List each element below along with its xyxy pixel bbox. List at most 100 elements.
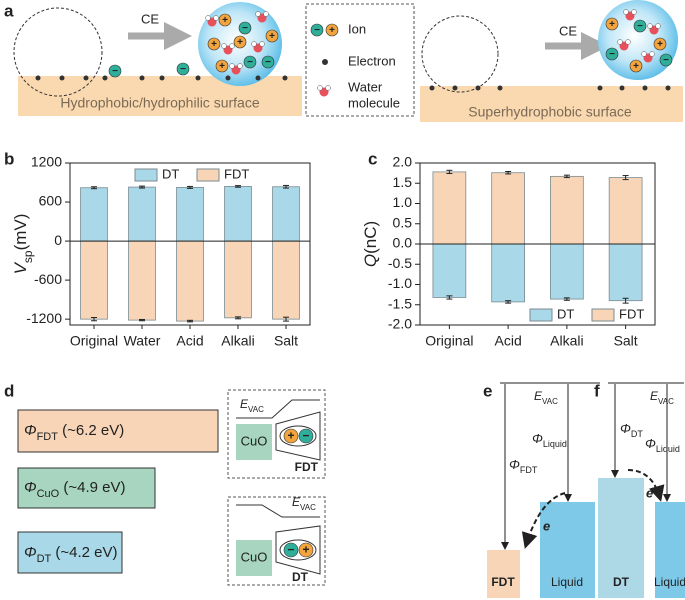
legend-text: molecule — [348, 95, 400, 110]
water — [221, 43, 227, 49]
charge — [283, 542, 299, 558]
symbol-label: EVAC — [292, 495, 316, 511]
error-bar — [139, 185, 145, 189]
bar — [224, 186, 252, 242]
error-bar — [91, 186, 97, 190]
y-tick-label: 0.5 — [393, 214, 413, 230]
y-tick-label: 1.0 — [393, 194, 413, 210]
water — [213, 15, 219, 21]
ce-label: CE — [141, 11, 159, 26]
x-tick-label: Salt — [274, 333, 298, 349]
panel-label: a — [4, 1, 14, 20]
symbol-label: EVAC — [240, 397, 264, 413]
block-label: Liquid — [551, 575, 583, 589]
ion-sign: + — [222, 15, 228, 26]
level-block — [655, 502, 685, 598]
water — [625, 39, 631, 45]
water — [255, 11, 261, 17]
electron — [255, 75, 261, 81]
legend-label: DT — [162, 166, 179, 181]
y-tick-label: 1200 — [31, 154, 62, 170]
charge-sign: + — [287, 429, 294, 443]
block-label: Liquid — [654, 575, 685, 589]
bar — [176, 240, 204, 322]
y-tick-label: 0 — [54, 232, 62, 248]
droplet — [598, 0, 678, 80]
subscript: VAC — [248, 405, 264, 414]
ion-sign: − — [242, 23, 248, 34]
electron — [102, 75, 108, 81]
surface-label: Hydrophobic/hydrophilic surface — [60, 95, 259, 111]
ion — [218, 13, 232, 27]
bar — [272, 186, 300, 242]
text: (~4.9 eV) — [59, 479, 125, 496]
legend-text: Water — [348, 79, 383, 94]
y-tick-label: -1.0 — [388, 275, 412, 291]
electron — [282, 75, 288, 81]
legend-label: FDT — [619, 306, 644, 321]
electron-label: e — [646, 485, 653, 500]
ion — [108, 64, 122, 78]
ion-sign: + — [609, 19, 615, 30]
ion — [261, 55, 275, 69]
error-bar — [505, 300, 512, 304]
subscript: CuO — [37, 488, 60, 500]
x-tick-label: Alkali — [221, 333, 254, 349]
charge-sign: − — [302, 429, 309, 443]
level — [236, 504, 320, 518]
bar — [128, 240, 156, 321]
bar — [17, 531, 123, 574]
water — [229, 63, 235, 69]
ion-sign: − — [314, 25, 320, 36]
x-tick-label: Salt — [614, 333, 638, 349]
symbol-label: ΦFDT (~6.2 eV) — [24, 422, 124, 443]
error-bar — [622, 175, 629, 181]
bar — [176, 186, 204, 242]
panel-label: e — [483, 381, 492, 400]
charge — [283, 428, 299, 444]
legend-label: FDT — [224, 166, 249, 181]
bar — [17, 467, 156, 509]
text: (~6.2 eV) — [58, 422, 124, 439]
block-label: FDT — [491, 575, 515, 589]
frame — [69, 162, 311, 326]
cuo-label: CuO — [241, 549, 268, 564]
bar — [608, 177, 643, 245]
symbol-label: ΦDT (~4.2 eV) — [24, 544, 118, 565]
ion-sign: + — [237, 37, 243, 48]
ion-sign: − — [265, 57, 271, 68]
water — [655, 23, 661, 29]
inset-label: FDT — [295, 460, 319, 474]
ion — [605, 47, 619, 61]
y-tick-label: -0.5 — [388, 255, 412, 271]
electron — [429, 85, 435, 91]
legend-swatch — [529, 308, 553, 322]
ion — [238, 21, 252, 35]
y-tick-label: 0.0 — [393, 235, 413, 251]
water — [617, 39, 623, 45]
error-bar — [235, 316, 241, 320]
ion-sign: + — [211, 39, 217, 50]
y-tick-label: -1.5 — [388, 295, 412, 311]
water — [325, 85, 331, 91]
bar — [608, 243, 643, 302]
symbol-label: EVAC — [534, 389, 558, 405]
ion-sign: − — [180, 64, 186, 75]
water — [649, 51, 655, 57]
ce-label: CE — [559, 23, 577, 38]
symbol: Q — [361, 254, 380, 267]
water — [259, 41, 265, 47]
subscript: DT — [37, 553, 52, 565]
symbol-label: ΦLiquid — [645, 436, 680, 454]
ion — [659, 53, 673, 67]
y-tick-label: -2.0 — [388, 316, 412, 332]
symbol: E — [240, 397, 249, 411]
unit: (mV) — [11, 214, 30, 251]
subscript: FDT — [520, 465, 538, 475]
ion-sign: − — [663, 55, 669, 66]
water — [641, 51, 647, 57]
water — [317, 85, 323, 91]
error-bar — [563, 174, 570, 179]
error-bar — [187, 185, 193, 189]
